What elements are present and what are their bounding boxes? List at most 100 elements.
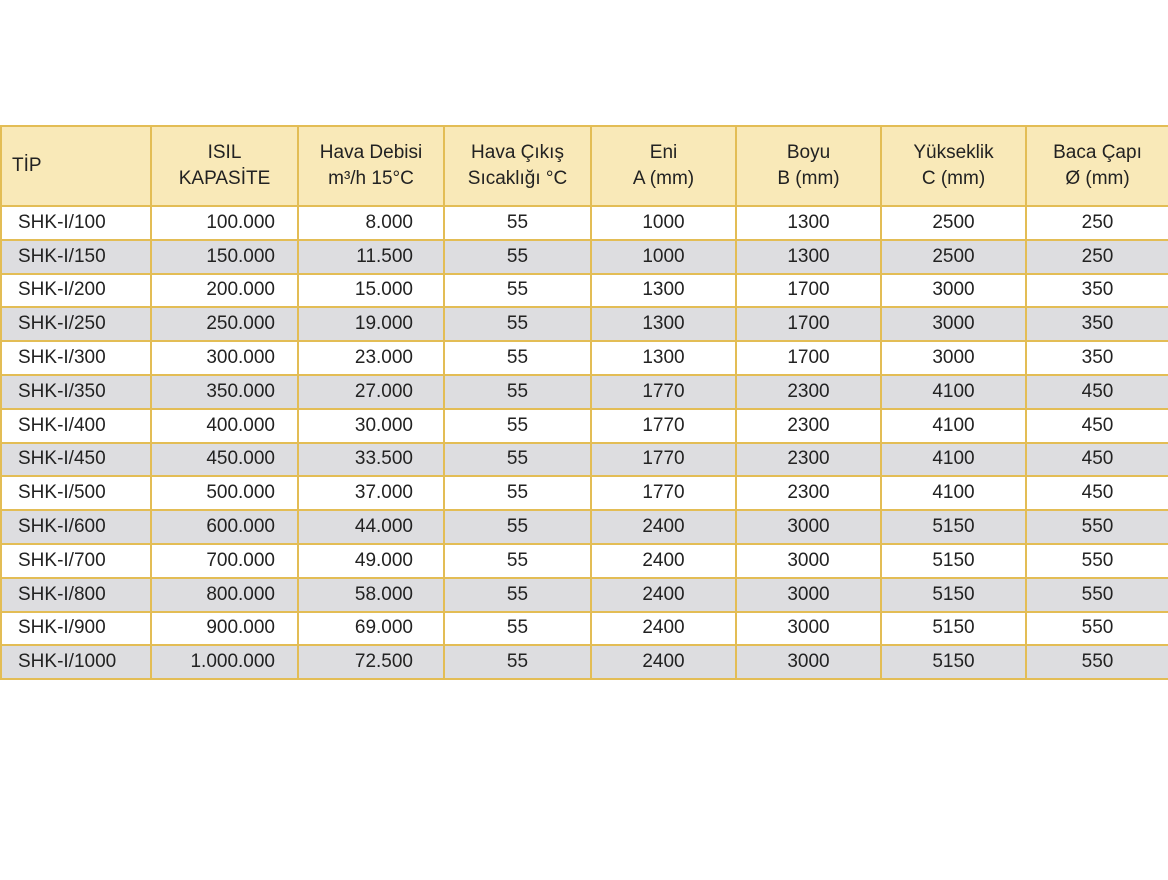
table-cell: 450 bbox=[1025, 475, 1168, 512]
table-cell: 150.000 bbox=[150, 238, 299, 275]
table-cell: 1700 bbox=[735, 340, 882, 376]
table-cell: 2300 bbox=[735, 373, 882, 410]
table-body: SHK-I/100 100.000 8.000 55 1000 1300 2500 250 SH… bbox=[0, 205, 1168, 681]
header-text: Ø (mm) bbox=[1065, 168, 1130, 189]
table-cell: 5150 bbox=[880, 509, 1027, 545]
table-row: SHK-I/200 200.000 15.000 55 1300 1700 3000 350 bbox=[0, 272, 1168, 309]
table-cell: 55 bbox=[443, 238, 592, 275]
table-cell: 300.000 bbox=[150, 340, 299, 376]
table-cell: 1.000.000 bbox=[150, 644, 299, 681]
header-cell: Boyu B (mm) bbox=[735, 125, 882, 207]
header-text: Baca Çapı bbox=[1053, 142, 1142, 163]
table-row: SHK-I/100 100.000 8.000 55 1000 1300 2500 250 bbox=[0, 205, 1168, 241]
table-cell: 55 bbox=[443, 340, 592, 376]
table-cell: SHK-I/700 bbox=[0, 542, 152, 579]
table-row: SHK-I/900 900.000 69.000 55 2400 3000 5150 550 bbox=[0, 610, 1168, 647]
table-cell: 550 bbox=[1025, 542, 1168, 579]
table-cell: 1300 bbox=[590, 306, 737, 343]
table-cell: 1000 bbox=[590, 205, 737, 241]
table-cell: 37.000 bbox=[297, 475, 445, 512]
table-cell: 8.000 bbox=[297, 205, 445, 241]
table-cell: 1770 bbox=[590, 407, 737, 444]
table-cell: 55 bbox=[443, 542, 592, 579]
table-cell: 23.000 bbox=[297, 340, 445, 376]
table-cell: 2400 bbox=[590, 542, 737, 579]
table-cell: SHK-I/600 bbox=[0, 509, 152, 545]
table-cell: 49.000 bbox=[297, 542, 445, 579]
header-row: TİP ISIL KAPASİTE Hava Debisi m³/h 15°C Hava … bbox=[0, 125, 1168, 207]
table-row: SHK-I/150 150.000 11.500 55 1000 1300 2500 250 bbox=[0, 238, 1168, 275]
header-text: KAPASİTE bbox=[178, 168, 271, 189]
spec-table: TİP ISIL KAPASİTE Hava Debisi m³/h 15°C Hava … bbox=[0, 125, 1168, 681]
table-cell: SHK-I/150 bbox=[0, 238, 152, 275]
table-cell: 44.000 bbox=[297, 509, 445, 545]
table-cell: 550 bbox=[1025, 576, 1168, 613]
table-cell: 800.000 bbox=[150, 576, 299, 613]
table-cell: SHK-I/450 bbox=[0, 441, 152, 478]
header-cell: TİP bbox=[0, 125, 152, 207]
table-row: SHK-I/300 300.000 23.000 55 1300 1700 3000 350 bbox=[0, 340, 1168, 376]
table-cell: 700.000 bbox=[150, 542, 299, 579]
table-cell: 58.000 bbox=[297, 576, 445, 613]
table-cell: SHK-I/300 bbox=[0, 340, 152, 376]
table-cell: 250 bbox=[1025, 205, 1168, 241]
table-cell: 1700 bbox=[735, 306, 882, 343]
table-cell: 350 bbox=[1025, 340, 1168, 376]
header-text: TİP bbox=[12, 155, 42, 176]
table-cell: 55 bbox=[443, 610, 592, 647]
table-cell: 4100 bbox=[880, 373, 1027, 410]
table-row: SHK-I/600 600.000 44.000 55 2400 3000 5150 550 bbox=[0, 509, 1168, 545]
table-cell: 55 bbox=[443, 373, 592, 410]
table-cell: 350 bbox=[1025, 306, 1168, 343]
table-cell: 450 bbox=[1025, 373, 1168, 410]
header-cell: Baca Çapı Ø (mm) bbox=[1025, 125, 1168, 207]
table-cell: 3000 bbox=[880, 340, 1027, 376]
table-cell: 250.000 bbox=[150, 306, 299, 343]
table-cell: 350 bbox=[1025, 272, 1168, 309]
table-cell: 2300 bbox=[735, 407, 882, 444]
table-cell: 500.000 bbox=[150, 475, 299, 512]
table-cell: SHK-I/500 bbox=[0, 475, 152, 512]
header-text: Hava Çıkış bbox=[471, 142, 564, 163]
table-cell: 3000 bbox=[735, 644, 882, 681]
table-cell: 2300 bbox=[735, 441, 882, 478]
table-cell: 1700 bbox=[735, 272, 882, 309]
table-cell: 2500 bbox=[880, 205, 1027, 241]
table-cell: 55 bbox=[443, 407, 592, 444]
table-cell: 55 bbox=[443, 475, 592, 512]
table-cell: 600.000 bbox=[150, 509, 299, 545]
table-cell: 1300 bbox=[735, 205, 882, 241]
table-cell: 1300 bbox=[590, 272, 737, 309]
table-row: SHK-I/700 700.000 49.000 55 2400 3000 5150 550 bbox=[0, 542, 1168, 579]
table-cell: SHK-I/250 bbox=[0, 306, 152, 343]
table-cell: 4100 bbox=[880, 407, 1027, 444]
table-cell: 27.000 bbox=[297, 373, 445, 410]
table-cell: 550 bbox=[1025, 509, 1168, 545]
table-row: SHK-I/800 800.000 58.000 55 2400 3000 5150 550 bbox=[0, 576, 1168, 613]
table-row: SHK-I/450 450.000 33.500 55 1770 2300 4100 450 bbox=[0, 441, 1168, 478]
table-cell: 5150 bbox=[880, 576, 1027, 613]
table-cell: SHK-I/400 bbox=[0, 407, 152, 444]
header-cell: Hava Debisi m³/h 15°C bbox=[297, 125, 445, 207]
table-cell: 550 bbox=[1025, 644, 1168, 681]
table-cell: 350.000 bbox=[150, 373, 299, 410]
header-cell: Hava Çıkış Sıcaklığı °C bbox=[443, 125, 592, 207]
table-cell: 550 bbox=[1025, 610, 1168, 647]
table-cell: 450.000 bbox=[150, 441, 299, 478]
table-cell: 4100 bbox=[880, 475, 1027, 512]
table-cell: 3000 bbox=[735, 576, 882, 613]
table-cell: 1770 bbox=[590, 441, 737, 478]
header-text: Boyu bbox=[786, 142, 831, 163]
table-cell: 5150 bbox=[880, 610, 1027, 647]
table-cell: 200.000 bbox=[150, 272, 299, 309]
table-cell: 55 bbox=[443, 576, 592, 613]
table-row: SHK-I/1000 1.000.000 72.500 55 2400 3000 5150 5… bbox=[0, 644, 1168, 681]
table-cell: 1770 bbox=[590, 373, 737, 410]
table-cell: 69.000 bbox=[297, 610, 445, 647]
table-cell: 19.000 bbox=[297, 306, 445, 343]
header-cell: Eni A (mm) bbox=[590, 125, 737, 207]
header-cell: ISIL KAPASİTE bbox=[150, 125, 299, 207]
table-cell: 2400 bbox=[590, 509, 737, 545]
table-row: SHK-I/250 250.000 19.000 55 1300 1700 3000 350 bbox=[0, 306, 1168, 343]
